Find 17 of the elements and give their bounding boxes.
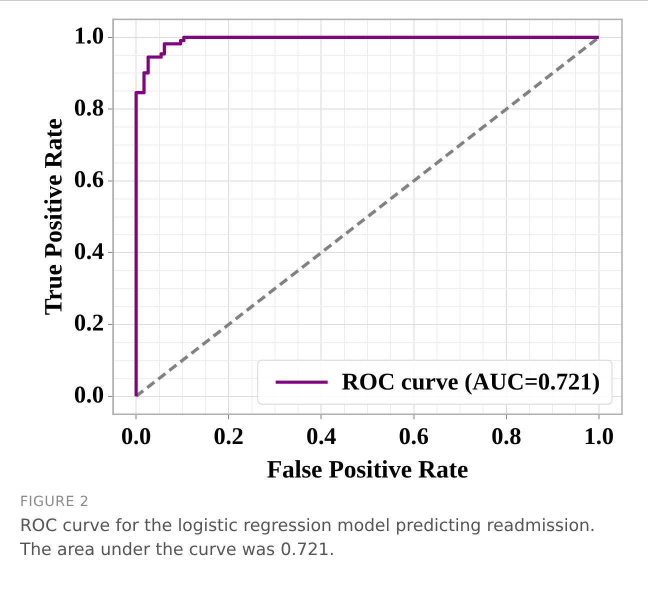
y-axis-title: True Positive Rate [40,118,68,316]
y-tick-label: 0.2 [74,310,104,337]
x-tick-label: 0.4 [306,424,336,450]
y-tick-label: 0.8 [74,95,104,122]
x-tick-label: 1.0 [584,424,614,450]
x-tick-label: 0.6 [398,424,429,450]
x-tick-label: 0.2 [214,424,244,450]
x-tick-label: 0.8 [491,424,522,450]
x-axis-title: False Positive Rate [266,456,468,484]
y-tick-label: 0.6 [74,167,104,194]
x-tick-label: 0.0 [121,424,152,450]
legend-label: ROC curve (AUC=0.721) [342,369,600,396]
text: ROC curve for the logistic regression model predicting readmission. The area under the curve was 0.721. [20,515,596,562]
y-tick-label: 1.0 [74,24,104,50]
caption: FIGURE 2 [20,494,90,510]
y-tick-label: 0.0 [74,382,104,408]
y-tick-label: 0.4 [74,238,104,265]
